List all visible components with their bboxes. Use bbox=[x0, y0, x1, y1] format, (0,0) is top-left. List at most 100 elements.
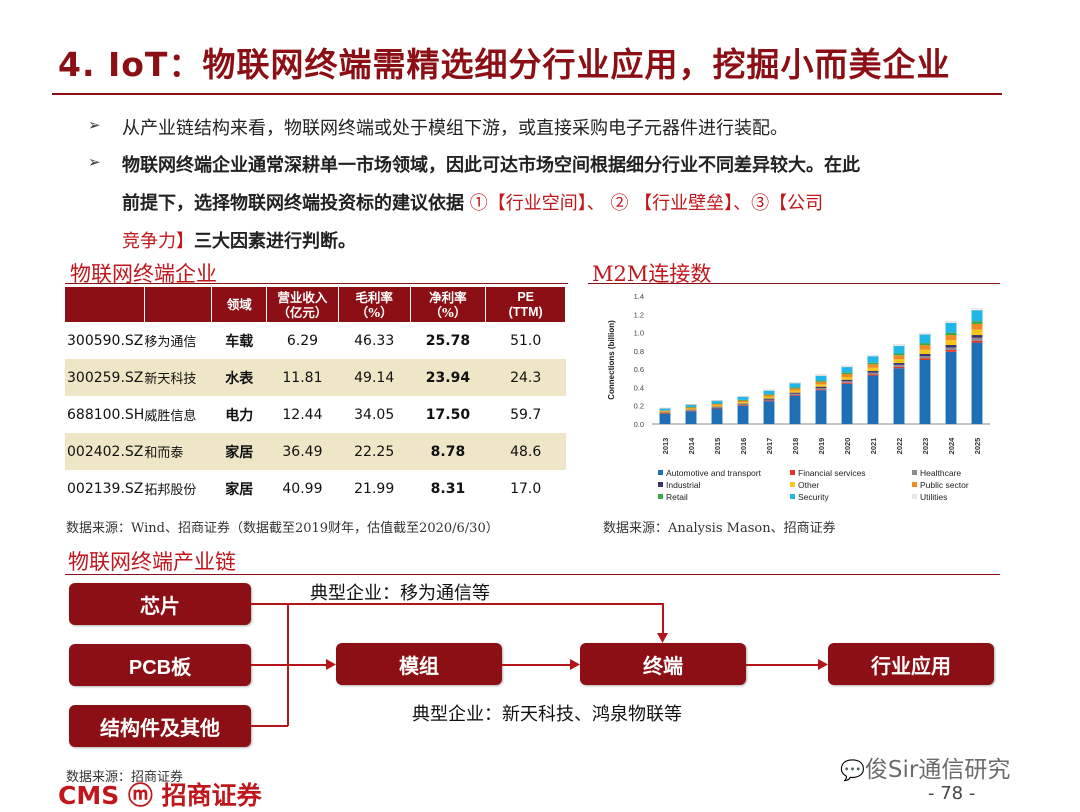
company-field: 家居 bbox=[211, 433, 267, 470]
legend-label: Automotive and transport bbox=[666, 468, 762, 478]
bullet-2-suffix: 三大因素进行判断。 bbox=[194, 231, 356, 252]
y-tick-label: 1.4 bbox=[634, 292, 644, 301]
bar-segment bbox=[919, 345, 931, 350]
company-table: 领域 营业收入 （亿元） 毛利率 （%） 净利率 （%） PE (TTM) 300590.SZ 移… bbox=[65, 287, 566, 507]
bar-segment bbox=[737, 402, 749, 404]
table-section-title: 物联网终端企业 bbox=[70, 262, 217, 286]
pe-cell: 51.0 bbox=[510, 332, 542, 349]
bar-segment bbox=[841, 379, 853, 382]
arrowhead-icon bbox=[657, 633, 668, 643]
company-code: 002402.SZ bbox=[65, 433, 145, 470]
company-field: 水表 bbox=[211, 359, 267, 396]
revenue-cell: 36.49 bbox=[266, 433, 339, 470]
bar-segment bbox=[737, 405, 749, 406]
bar-segment bbox=[659, 413, 671, 414]
bullet-2-text: 前提下，选择物联网终端投资标的建议依据 bbox=[122, 193, 464, 214]
company-code: 688100.SH bbox=[67, 406, 145, 423]
y-tick-label: 0.4 bbox=[634, 383, 644, 392]
table-row: 300259.SZ 新天科技 水表 11.81 49.14 23.94 24.3 bbox=[65, 359, 566, 396]
table-row: 300590.SZ 移为通信 车载 6.29 46.33 25.78 51.0 bbox=[65, 322, 566, 359]
bar-segment bbox=[789, 395, 801, 424]
bar-segment bbox=[971, 335, 983, 338]
bar-segment bbox=[919, 358, 931, 360]
gross-margin-cell: 22.25 bbox=[338, 433, 411, 470]
x-tick-label: 2020 bbox=[843, 438, 852, 455]
chain-box-terminal: 终端 bbox=[580, 643, 746, 685]
legend-label: Healthcare bbox=[920, 468, 961, 478]
bar-segment bbox=[763, 401, 775, 424]
wechat-account: 俊Sir通信研究 bbox=[864, 757, 1011, 783]
connector-vertical bbox=[287, 603, 289, 726]
chain-section-title: 物联网终端产业链 bbox=[68, 550, 236, 574]
arrowhead-icon bbox=[326, 659, 336, 670]
legend-swatch bbox=[912, 494, 917, 499]
bar-segment bbox=[841, 377, 853, 380]
revenue-cell: 12.44 bbox=[282, 406, 323, 423]
bar-segment bbox=[815, 389, 827, 391]
chart-section-title: M2M连接数 bbox=[592, 262, 712, 286]
bar-segment bbox=[659, 411, 671, 413]
bar-segment bbox=[659, 410, 671, 412]
x-tick-label: 2014 bbox=[687, 437, 696, 455]
bar-segment bbox=[685, 407, 697, 409]
bar-segment bbox=[971, 337, 983, 341]
bar-segment bbox=[841, 365, 853, 368]
company-field: 电力 bbox=[225, 407, 254, 424]
bar-segment bbox=[815, 375, 827, 381]
bar-segment bbox=[711, 404, 723, 406]
bar-segment bbox=[659, 412, 671, 414]
bar-segment bbox=[763, 399, 775, 401]
connector-struct bbox=[251, 725, 288, 727]
title-divider bbox=[52, 93, 1002, 95]
revenue-cell: 6.29 bbox=[286, 332, 319, 349]
company-name: 新天科技 bbox=[144, 359, 212, 396]
bar-segment bbox=[737, 395, 749, 398]
company-code: 300259.SZ bbox=[65, 359, 145, 396]
bar-segment bbox=[737, 405, 749, 424]
bar-segment bbox=[685, 404, 697, 406]
bar-segment bbox=[815, 386, 827, 388]
chart-source: 数据来源：Analysis Mason、招商证券 bbox=[603, 521, 836, 536]
table-header-cell: 净利率 （%） bbox=[410, 287, 487, 322]
bar-segment bbox=[971, 310, 983, 322]
company-field: 车载 bbox=[225, 333, 254, 350]
wechat-watermark: 💬俊Sir通信研究 bbox=[840, 750, 1010, 784]
bullet-2-line-1: 物联网终端企业通常深耕单一市场领域，因此可达市场空间根据细分行业不同差异较大。在… bbox=[122, 155, 860, 176]
bar-segment bbox=[711, 400, 723, 402]
legend-swatch bbox=[912, 482, 917, 487]
pe-cell: 17.0 bbox=[510, 480, 542, 497]
m2m-stacked-bar-chart: Connections (billion) 0.0 0.2 0.4 0.6 0.8 1.0 1… bbox=[607, 292, 990, 502]
bar-segment bbox=[815, 374, 827, 376]
revenue-cell: 40.99 bbox=[282, 480, 323, 497]
gross-margin-cell: 46.33 bbox=[354, 332, 395, 349]
bar-segment bbox=[867, 367, 879, 371]
bar-segment bbox=[685, 406, 697, 408]
net-margin-cell: 25.78 bbox=[425, 332, 471, 349]
chain-source: 数据来源：招商证券 bbox=[66, 770, 184, 785]
pe-cell: 24.3 bbox=[485, 359, 566, 396]
bar-segment bbox=[867, 375, 879, 424]
bar-segment bbox=[893, 368, 905, 424]
bar-segment bbox=[815, 381, 827, 385]
bar-segment bbox=[685, 411, 697, 424]
bullet-2-factors: ①【行业空间】、 ② 【行业壁垒】、③【公司 bbox=[464, 193, 824, 214]
legend-label: Other bbox=[798, 480, 819, 490]
arrowhead-icon bbox=[570, 659, 580, 670]
x-tick-label: 2016 bbox=[739, 438, 748, 455]
bar-segment bbox=[945, 335, 957, 341]
chart-section-rule bbox=[588, 283, 1000, 284]
bar-segment bbox=[737, 399, 749, 401]
bar-segment bbox=[789, 387, 801, 389]
table-header-cell: 营业收入 （亿元） bbox=[266, 287, 339, 322]
table-row: 002139.SZ 拓邦股份 家居 40.99 21.99 8.31 17.0 bbox=[65, 470, 566, 507]
x-tick-label: 2024 bbox=[947, 437, 956, 455]
bar-segment bbox=[841, 366, 853, 373]
bar-segment bbox=[737, 404, 749, 406]
y-tick-label: 0.6 bbox=[634, 365, 644, 374]
bar-segment bbox=[737, 396, 749, 400]
bar-segment bbox=[919, 343, 931, 346]
bar-segment bbox=[789, 394, 801, 396]
net-margin-cell: 8.31 bbox=[430, 480, 466, 497]
bar-segment bbox=[867, 354, 879, 357]
